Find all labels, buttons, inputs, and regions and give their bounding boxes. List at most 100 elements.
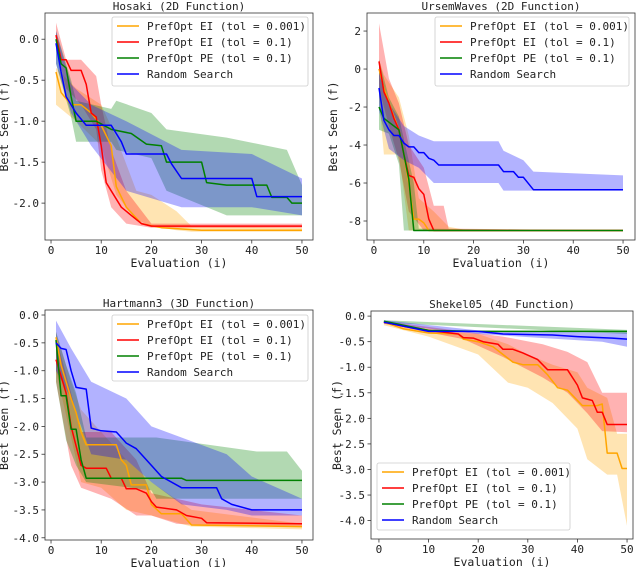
legend-label-1: PrefOpt EI (tol = 0.001): [470, 20, 629, 33]
y-tick-label: -1.5: [13, 393, 40, 406]
x-tick-label: 20: [145, 244, 158, 257]
series-line-3: [378, 106, 623, 232]
y-tick-label: -2.5: [13, 448, 40, 461]
y-tick-label: 2: [354, 25, 361, 38]
y-tick-label: -3.5: [13, 504, 40, 517]
series-line-3: [55, 39, 302, 204]
y-tick-label: -1.5: [339, 387, 366, 400]
subplot-4: 0 10 20 30 40 50 0.0 -0.5 -1.0 -1.5 -2.0 -2.5 -3.0 -3…: [330, 298, 634, 567]
series-line-2: [383, 321, 627, 426]
chart-title: Hosaki (2D Function): [113, 0, 245, 13]
subplot-3: 0 10 20 30 40 50 0.0 -0.5 -1.0 -1.5 -2.0 -2.5 -3.0 -3…: [0, 297, 314, 567]
legend-label-4: Random Search: [412, 514, 498, 527]
confidence-band-2: [56, 22, 302, 228]
y-tick-label: -1.0: [339, 361, 366, 374]
y-tick-label: -4.0: [339, 515, 366, 528]
y-axis-label: Best Seen (f): [0, 81, 11, 171]
legend-frame: [111, 16, 309, 87]
confidence-band-1: [383, 321, 627, 526]
x-axis-label: Evaluation (i): [131, 256, 228, 270]
y-tick-label: -2.0: [339, 412, 366, 425]
x-tick-label: 20: [472, 543, 485, 556]
legend-label-3: PrefOpt PE (tol = 0.1): [147, 350, 293, 363]
chart-title: UrsemWaves (2D Function): [422, 0, 581, 13]
x-tick-label: 30: [195, 544, 208, 557]
x-axis-label: Evaluation (i): [131, 556, 228, 567]
y-tick-label: -1.0: [13, 115, 40, 128]
x-tick-label: 10: [417, 244, 430, 257]
x-axis-label: Evaluation (i): [453, 256, 550, 270]
legend-frame: [376, 462, 571, 531]
legend-frame: [111, 314, 309, 382]
legend-label-3: PrefOpt PE (tol = 0.1): [412, 498, 558, 511]
x-tick-label: 0: [48, 544, 55, 557]
series-line-3: [55, 340, 302, 482]
chart-title: Shekel05 (4D Function): [429, 298, 575, 311]
y-tick-label: -0.5: [13, 74, 40, 87]
y-tick-label: -3.0: [339, 463, 366, 476]
plot-area: [383, 320, 628, 526]
confidence-band-3: [383, 320, 627, 334]
y-tick-label: -0.5: [339, 336, 366, 349]
x-tick-label: 40: [567, 244, 580, 257]
x-axis-label: Evaluation (i): [454, 555, 551, 567]
y-axis-label: Best Seen (f): [326, 81, 340, 171]
confidence-band-3: [379, 59, 623, 231]
series-line-1: [55, 337, 303, 528]
y-axis-label: Best Seen (f): [0, 380, 11, 470]
x-tick-label: 40: [571, 543, 584, 556]
confidence-band-2: [383, 321, 627, 433]
legend-label-1: PrefOpt EI (tol = 0.001): [412, 466, 571, 479]
legend: PrefOpt EI (tol = 0.001) PrefOpt EI (tol …: [111, 16, 309, 87]
legend-frame: [434, 16, 630, 87]
x-tick-label: 50: [295, 544, 308, 557]
y-tick-label: -6: [348, 177, 361, 190]
y-tick-label: 0: [354, 63, 361, 76]
y-tick-label: -2.5: [339, 438, 366, 451]
confidence-band-4: [379, 65, 623, 191]
x-tick-label: 20: [467, 244, 480, 257]
plot-area: [378, 23, 623, 232]
x-tick-label: 50: [295, 244, 308, 257]
legend-label-2: PrefOpt EI (tol = 0.1): [412, 482, 558, 495]
axes-frame: [44, 309, 314, 541]
y-tick-label: 0.0: [19, 309, 39, 322]
confidence-band-3: [56, 331, 302, 499]
series-line-4: [383, 321, 628, 340]
plot-area: [55, 22, 302, 232]
x-tick-label: 10: [95, 244, 108, 257]
series-line-4: [55, 43, 302, 198]
legend-label-4: Random Search: [147, 366, 233, 379]
y-axis-label: Best Seen (f): [330, 380, 344, 470]
y-tick-label: -2.0: [13, 197, 40, 210]
x-tick-label: 0: [376, 543, 383, 556]
plot-area: [55, 320, 303, 530]
series-line-4: [378, 87, 623, 191]
x-tick-label: 40: [245, 544, 258, 557]
legend: PrefOpt EI (tol = 0.001) PrefOpt EI (tol …: [111, 314, 309, 382]
legend: PrefOpt EI (tol = 0.001) PrefOpt EI (tol …: [434, 16, 630, 87]
subplot-1: 0 10 20 30 40 50 0.0 -0.5 -1.0 -1.5 -2.0 Hosaki (2D…: [0, 0, 314, 270]
confidence-band-1: [56, 331, 302, 530]
legend-label-3: PrefOpt PE (tol = 0.1): [470, 52, 616, 65]
y-tick-label: -3.5: [339, 489, 366, 502]
x-tick-label: 0: [371, 244, 378, 257]
y-tick-label: 0.0: [19, 33, 39, 46]
y-tick-label: -3.0: [13, 476, 40, 489]
axes-frame: [370, 310, 634, 540]
confidence-band-4: [56, 320, 302, 516]
legend-label-3: PrefOpt PE (tol = 0.1): [147, 52, 293, 65]
legend-label-2: PrefOpt EI (tol = 0.1): [147, 334, 293, 347]
x-tick-label: 10: [95, 544, 108, 557]
y-tick-label: -4: [348, 139, 362, 152]
legend-label-1: PrefOpt EI (tol = 0.001): [147, 318, 306, 331]
series-line-4: [55, 342, 302, 511]
legend-label-2: PrefOpt EI (tol = 0.1): [470, 36, 616, 49]
confidence-band-2: [56, 337, 302, 527]
legend-label-1: PrefOpt EI (tol = 0.001): [147, 20, 306, 33]
confidence-band-3: [56, 31, 302, 216]
legend: PrefOpt EI (tol = 0.001) PrefOpt EI (tol …: [376, 462, 571, 531]
x-tick-label: 40: [245, 244, 258, 257]
